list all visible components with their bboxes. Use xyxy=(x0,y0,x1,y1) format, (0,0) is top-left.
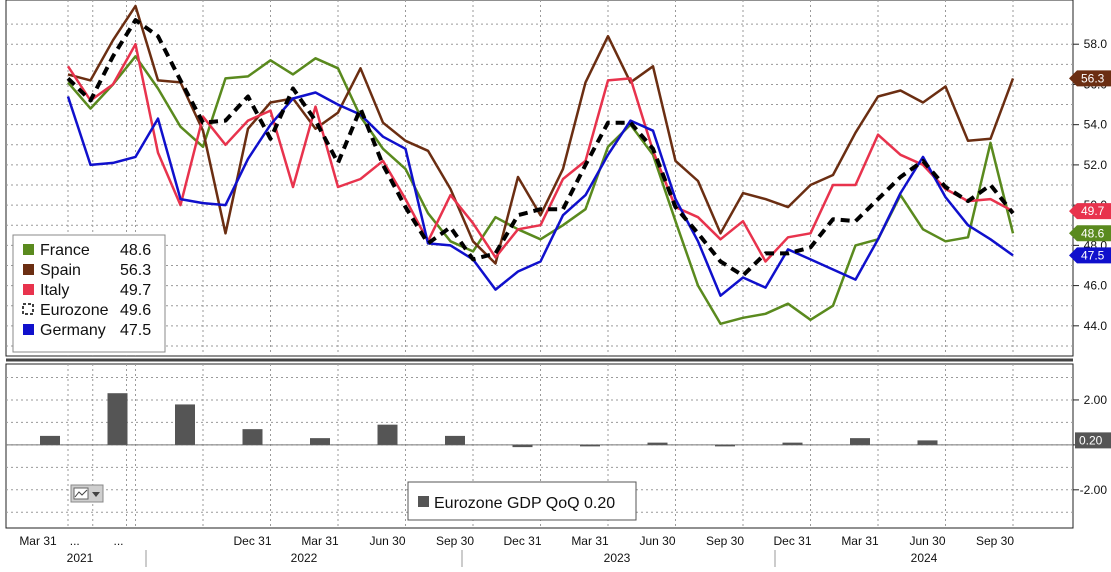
legend-name: France xyxy=(40,242,90,259)
last-value-tag-italy: 49.7 xyxy=(1069,203,1111,220)
last-value-label: 48.6 xyxy=(1081,226,1105,240)
legend-value: 49.7 xyxy=(120,282,151,299)
legend-swatch xyxy=(23,264,34,275)
gdp-legend-swatch xyxy=(418,496,429,507)
legend-item-germany: Germany 47.5 xyxy=(23,322,151,339)
gdp-legend-label: Eurozone GDP QoQ 0.20 xyxy=(434,495,615,512)
widget-layer xyxy=(70,484,104,503)
x-tick-label: Dec 31 xyxy=(503,534,541,548)
y-tick-label: 44.0 xyxy=(1084,319,1108,333)
legend-value: 49.6 xyxy=(120,302,151,319)
top-panel-frame xyxy=(5,0,1074,357)
x-tick-label: Mar 31 xyxy=(19,534,57,548)
gdp-bar xyxy=(850,438,870,445)
x-tick-label: Dec 31 xyxy=(233,534,271,548)
y-tick-label: 2.00 xyxy=(1084,393,1108,407)
gdp-bar xyxy=(512,444,533,448)
legend-value: 48.6 xyxy=(120,242,151,259)
legend-name: Spain xyxy=(40,262,81,279)
gdp-bar xyxy=(580,444,600,447)
legend: France 48.6 Spain 56.3 Italy 49.7 Eurozone 49.6… xyxy=(12,234,637,521)
x-tick-label: Sep 30 xyxy=(706,534,744,548)
gdp-bar xyxy=(782,442,803,445)
x-tick-label: ... xyxy=(113,534,123,548)
gdp-bar xyxy=(377,424,398,445)
x-tick-label: Mar 31 xyxy=(301,534,339,548)
legend-name: Eurozone xyxy=(40,302,109,319)
legend-name: Germany xyxy=(40,322,106,339)
legend-swatch xyxy=(23,284,34,295)
gdp-bar xyxy=(242,429,263,445)
legend-swatch xyxy=(23,324,34,335)
x-year-label: 2024 xyxy=(911,551,938,565)
legend-name: Italy xyxy=(40,282,69,299)
gdp-bar xyxy=(40,435,60,445)
legend-swatch xyxy=(22,303,34,315)
series-line-eurozone xyxy=(66,18,1015,278)
gdp-bars xyxy=(6,393,1073,448)
x-tick-label: Jun 30 xyxy=(369,534,405,548)
legend-item-spain: Spain 56.3 xyxy=(23,262,151,279)
legend-swatch xyxy=(23,244,34,255)
gdp-bar xyxy=(715,444,735,447)
x-tick-label: Mar 31 xyxy=(841,534,879,548)
series-line-germany xyxy=(66,91,1014,297)
last-value-tag-germany: 47.5 xyxy=(1069,247,1111,264)
legend-box xyxy=(12,234,166,353)
x-tick-label: Sep 30 xyxy=(436,534,474,548)
gdp-bar xyxy=(917,440,938,445)
last-value-tag-spain: 56.3 xyxy=(1069,70,1111,87)
legend-value: 47.5 xyxy=(120,322,151,339)
last-value-tag-france: 48.6 xyxy=(1069,225,1111,242)
x-tick-label: ... xyxy=(70,534,80,548)
gdp-bar xyxy=(647,442,668,445)
x-year-label: 2023 xyxy=(604,551,631,565)
y-tick-label: -2.00 xyxy=(1080,483,1108,497)
bottom-panel-frame xyxy=(5,363,1074,529)
grid-layer xyxy=(5,0,1074,529)
series-line-spain xyxy=(67,4,1015,265)
legend-value: 56.3 xyxy=(120,262,151,279)
x-tick-label: Jun 30 xyxy=(639,534,675,548)
axes-layer: 58.056.054.052.050.048.046.044.02.00-2.0… xyxy=(19,37,1111,567)
gdp-bar xyxy=(175,404,195,445)
gdp-bar xyxy=(310,438,330,445)
x-tick-label: Mar 31 xyxy=(571,534,609,548)
series-line-italy xyxy=(66,42,1014,263)
y-tick-label: 52.0 xyxy=(1084,158,1108,172)
legend-item-france: France 48.6 xyxy=(23,242,151,259)
pmi-lines xyxy=(66,4,1015,326)
legend-item-eurozone: Eurozone 49.6 xyxy=(22,302,151,319)
x-year-label: 2021 xyxy=(67,551,94,565)
x-tick-label: Jun 30 xyxy=(909,534,945,548)
gdp-last-value-label: 0.20 xyxy=(1079,433,1103,447)
gdp-bar xyxy=(107,393,128,445)
legend-item-italy: Italy 49.7 xyxy=(23,282,151,299)
chart-type-icon[interactable] xyxy=(70,484,104,503)
gdp-last-value-tag xyxy=(1075,432,1111,449)
gdp-bar xyxy=(445,435,465,445)
last-value-label: 49.7 xyxy=(1081,204,1105,218)
x-tick-label: Dec 31 xyxy=(773,534,811,548)
gdp-legend-box xyxy=(407,481,637,521)
y-tick-label: 58.0 xyxy=(1084,37,1108,51)
y-tick-label: 46.0 xyxy=(1084,279,1108,293)
last-value-label: 47.5 xyxy=(1081,248,1105,262)
last-value-label: 56.3 xyxy=(1081,71,1105,85)
x-tick-label: Sep 30 xyxy=(976,534,1014,548)
series-line-france xyxy=(67,55,1015,326)
x-year-label: 2022 xyxy=(291,551,318,565)
y-tick-label: 54.0 xyxy=(1084,118,1108,132)
